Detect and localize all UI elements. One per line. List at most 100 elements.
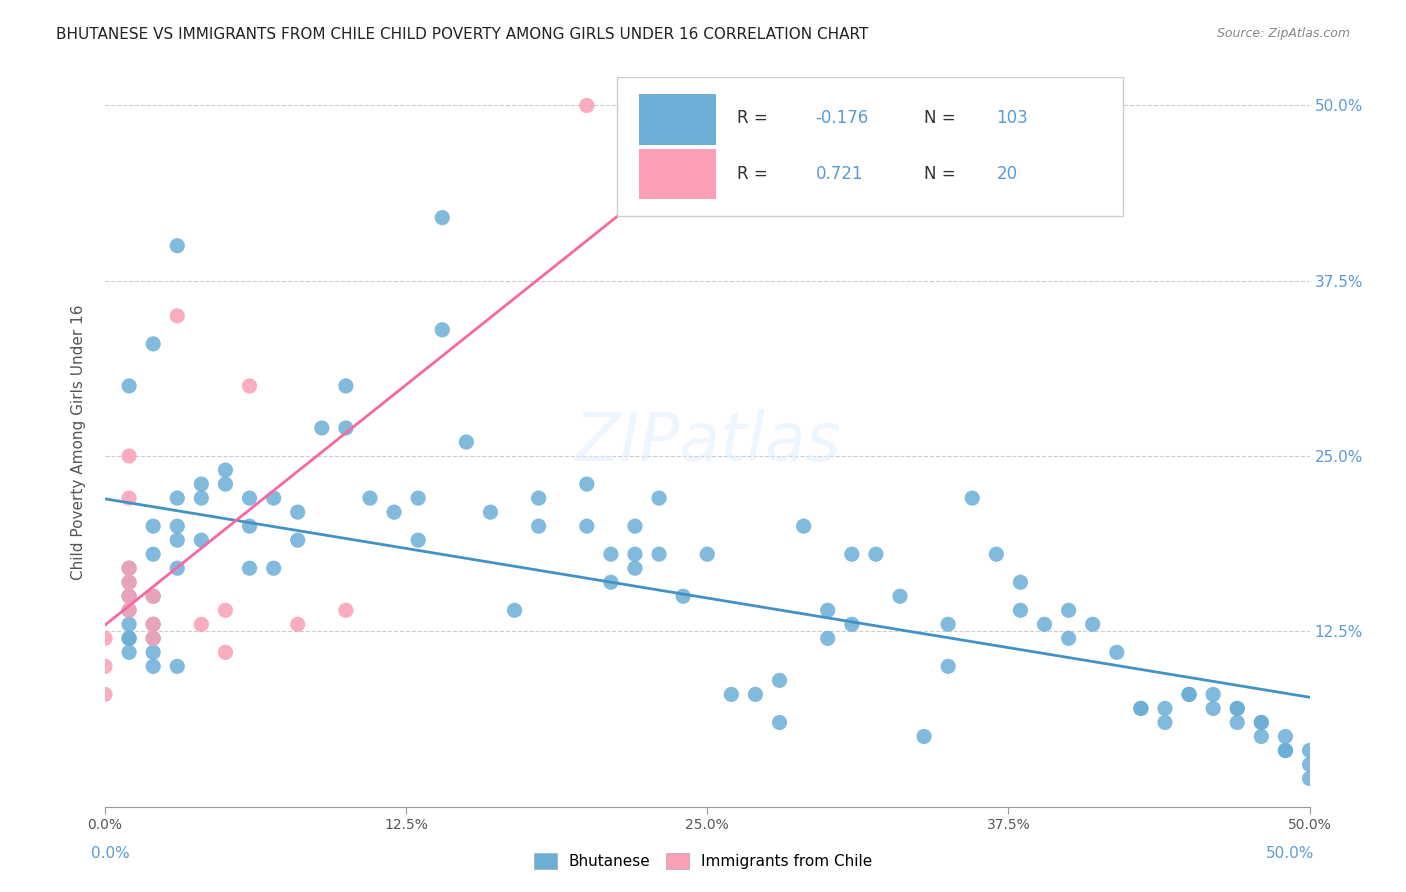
Point <box>263 491 285 505</box>
Point <box>1202 687 1225 701</box>
Point <box>1226 701 1249 715</box>
Point <box>118 561 141 575</box>
Point <box>1129 701 1152 715</box>
Point <box>287 617 309 632</box>
Point <box>1274 743 1296 757</box>
Point <box>889 589 911 603</box>
Point <box>406 533 429 548</box>
Point <box>817 603 839 617</box>
Point <box>118 632 141 646</box>
Point <box>1129 701 1152 715</box>
Point <box>118 575 141 590</box>
Point <box>575 519 598 533</box>
Text: 0.0%: 0.0% <box>91 846 131 861</box>
Point <box>142 659 165 673</box>
Point <box>624 519 647 533</box>
Point <box>1105 645 1128 659</box>
Point <box>672 589 695 603</box>
Point <box>648 547 671 561</box>
Point <box>118 575 141 590</box>
Point <box>624 547 647 561</box>
Point <box>118 603 141 617</box>
Point <box>94 687 117 701</box>
Point <box>94 632 117 646</box>
Point <box>1033 617 1056 632</box>
Point <box>1010 603 1032 617</box>
Point <box>190 491 212 505</box>
Point <box>456 435 478 450</box>
Point <box>311 421 333 435</box>
Text: N =: N = <box>924 109 960 127</box>
Point <box>503 603 526 617</box>
Point <box>1057 603 1080 617</box>
Point <box>190 617 212 632</box>
Point <box>1081 617 1104 632</box>
Point <box>406 491 429 505</box>
Point <box>768 715 790 730</box>
Point <box>648 491 671 505</box>
Point <box>912 730 935 744</box>
Point <box>166 561 188 575</box>
Point <box>263 561 285 575</box>
Point <box>599 547 621 561</box>
Point <box>214 463 236 477</box>
Point <box>142 645 165 659</box>
Point <box>936 617 959 632</box>
Point <box>142 632 165 646</box>
Point <box>1250 715 1272 730</box>
Point <box>142 617 165 632</box>
Point <box>936 659 959 673</box>
FancyBboxPatch shape <box>617 78 1123 216</box>
Point <box>1298 772 1320 786</box>
Point <box>432 211 454 225</box>
Point <box>1226 701 1249 715</box>
Point <box>335 421 357 435</box>
Point <box>1298 757 1320 772</box>
Point <box>142 617 165 632</box>
Point <box>359 491 381 505</box>
Text: R =: R = <box>737 109 773 127</box>
Point <box>1178 687 1201 701</box>
Point <box>142 632 165 646</box>
Point <box>142 589 165 603</box>
Point <box>190 477 212 491</box>
Point <box>118 589 141 603</box>
Point <box>166 519 188 533</box>
Point <box>527 491 550 505</box>
Point <box>118 589 141 603</box>
Point <box>986 547 1008 561</box>
Text: 103: 103 <box>997 109 1028 127</box>
Point <box>1226 715 1249 730</box>
Point <box>382 505 405 519</box>
Point <box>238 561 260 575</box>
Point <box>720 687 742 701</box>
Point <box>214 603 236 617</box>
Y-axis label: Child Poverty Among Girls Under 16: Child Poverty Among Girls Under 16 <box>72 304 86 580</box>
Point <box>841 547 863 561</box>
Point <box>214 645 236 659</box>
Point <box>1274 743 1296 757</box>
Point <box>1298 743 1320 757</box>
Point <box>166 309 188 323</box>
Point <box>527 519 550 533</box>
Point <box>865 547 887 561</box>
Point <box>575 477 598 491</box>
Point <box>599 575 621 590</box>
Point <box>1154 701 1177 715</box>
Point <box>432 323 454 337</box>
Text: Source: ZipAtlas.com: Source: ZipAtlas.com <box>1216 27 1350 40</box>
FancyBboxPatch shape <box>638 95 716 145</box>
Text: ZIPatlas: ZIPatlas <box>574 409 841 475</box>
Point <box>1178 687 1201 701</box>
Point <box>166 659 188 673</box>
Text: 20: 20 <box>997 165 1018 183</box>
Text: 50.0%: 50.0% <box>1267 846 1315 861</box>
Point <box>142 336 165 351</box>
Point <box>166 238 188 252</box>
Point <box>1250 730 1272 744</box>
Text: R =: R = <box>737 165 773 183</box>
Point <box>841 617 863 632</box>
Point <box>238 379 260 393</box>
Text: BHUTANESE VS IMMIGRANTS FROM CHILE CHILD POVERTY AMONG GIRLS UNDER 16 CORRELATIO: BHUTANESE VS IMMIGRANTS FROM CHILE CHILD… <box>56 27 869 42</box>
FancyBboxPatch shape <box>638 149 716 199</box>
